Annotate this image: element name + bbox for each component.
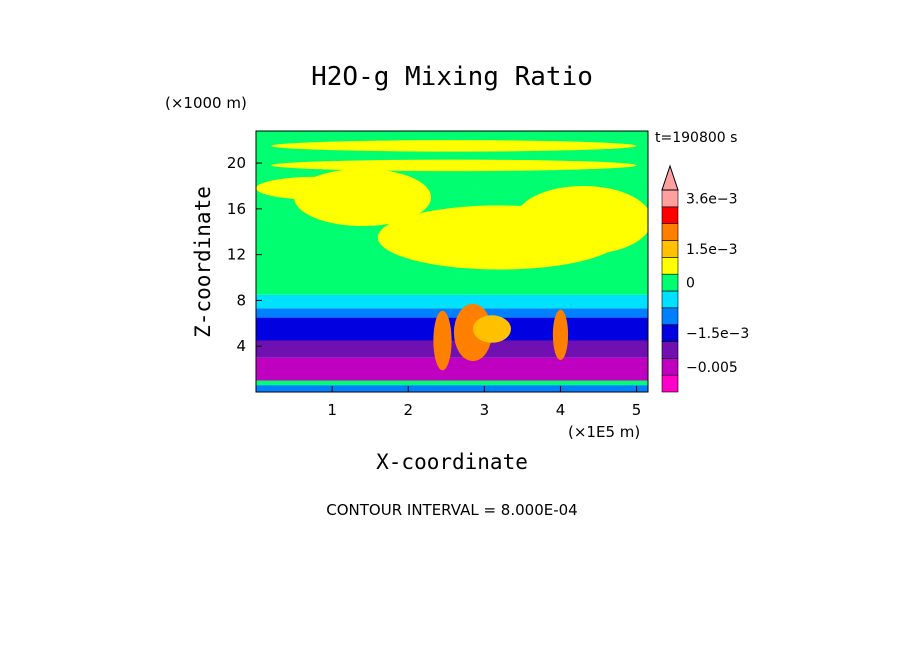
colorbar-segment-6 bbox=[661, 273, 679, 292]
x-tick-label: 3 bbox=[480, 401, 490, 419]
moist-region-6 bbox=[433, 310, 452, 371]
chart-title: H2O-g Mixing Ratio bbox=[311, 62, 593, 92]
moist-region-3 bbox=[256, 176, 378, 200]
field-band-3 bbox=[256, 340, 648, 358]
x-tick-label: 2 bbox=[403, 401, 413, 419]
colorbar-segment-7 bbox=[661, 257, 679, 275]
y-tick-label: 12 bbox=[227, 246, 246, 264]
y-tick-label: 16 bbox=[227, 200, 246, 218]
colorbar-segment-11 bbox=[661, 189, 679, 208]
moist-region-8 bbox=[472, 315, 511, 343]
colorbar-segment-9 bbox=[661, 223, 679, 241]
colorbar-label: −0.005 bbox=[686, 360, 738, 376]
colorbar-segment-4 bbox=[661, 307, 679, 325]
moist-region-2 bbox=[514, 185, 648, 255]
x-tick-label: 4 bbox=[556, 401, 566, 419]
field-band-4 bbox=[256, 317, 648, 341]
time-label: t=190800 s bbox=[655, 130, 737, 146]
x-axis: 1 2 3 4 5 bbox=[327, 386, 641, 419]
colorbar-label: 0 bbox=[686, 276, 695, 292]
colorbar-segment-1 bbox=[661, 358, 679, 376]
y-axis-label: Z-coordinate bbox=[191, 186, 215, 338]
x-units-label: (×1E5 m) bbox=[568, 423, 640, 441]
colorbar-segment-10 bbox=[661, 206, 679, 224]
plot-area bbox=[256, 131, 648, 392]
x-axis-label: X-coordinate bbox=[376, 450, 528, 474]
colorbar: −0.005 −1.5e−3 0 1.5e−3 3.6e−3 bbox=[661, 164, 749, 393]
colorbar-segment-2 bbox=[661, 341, 679, 359]
contour-interval-label: CONTOUR INTERVAL = 8.000E-04 bbox=[326, 501, 577, 519]
colorbar-arrow bbox=[661, 164, 679, 191]
y-tick-label: 4 bbox=[236, 337, 246, 355]
colorbar-label: −1.5e−3 bbox=[686, 326, 749, 342]
plot-frame bbox=[255, 130, 649, 393]
colorbar-segment-8 bbox=[661, 240, 679, 258]
x-tick-label: 1 bbox=[327, 401, 337, 419]
moist-region-9 bbox=[552, 309, 569, 360]
x-tick-label: 5 bbox=[632, 401, 642, 419]
field-band-6 bbox=[256, 294, 648, 309]
moist-region-4 bbox=[271, 140, 637, 152]
y-axis: 4 8 12 16 20 bbox=[227, 154, 262, 355]
field-band-5 bbox=[256, 308, 648, 318]
colorbar-segment-0 bbox=[661, 374, 679, 393]
y-units-label: (×1000 m) bbox=[165, 94, 247, 112]
field-band-2 bbox=[256, 357, 648, 381]
moist-region-5 bbox=[271, 159, 637, 172]
colorbar-segment-5 bbox=[661, 290, 679, 309]
y-tick-label: 8 bbox=[236, 291, 246, 309]
colorbar-label: 1.5e−3 bbox=[686, 242, 738, 258]
field-band-0 bbox=[256, 385, 648, 392]
y-tick-label: 20 bbox=[227, 154, 246, 172]
colorbar-segment-3 bbox=[661, 324, 679, 342]
field-band-1 bbox=[256, 380, 648, 386]
colorbar-label: 3.6e−3 bbox=[686, 191, 738, 207]
